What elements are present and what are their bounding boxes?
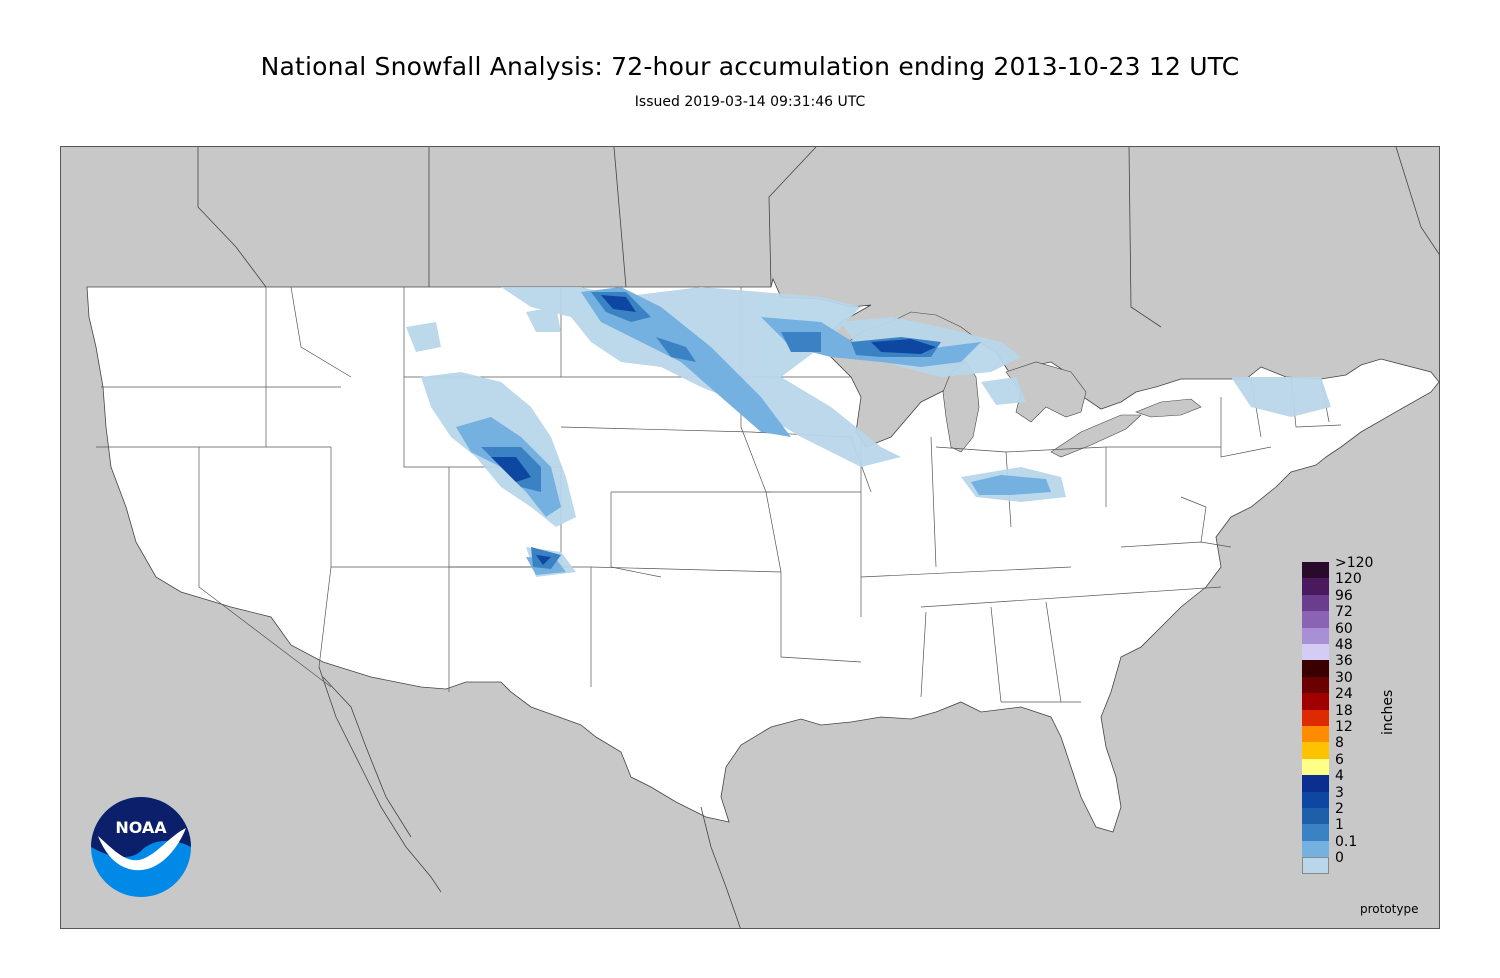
legend-label: 0 [1335, 850, 1344, 867]
legend-swatch [1302, 693, 1329, 710]
legend-swatch [1302, 594, 1329, 612]
legend-entry: 0 [1302, 851, 1392, 874]
legend-label: 120 [1335, 571, 1362, 588]
lake-huron [1005, 361, 1087, 423]
legend-swatch [1302, 840, 1329, 858]
legend-entry: 96 [1302, 589, 1392, 612]
legend-units: inches [1380, 689, 1396, 735]
legend-entry: 36 [1302, 654, 1392, 677]
legend-swatch [1302, 709, 1329, 726]
legend-label: 72 [1335, 604, 1353, 621]
mexico-coastline [318, 666, 741, 928]
legend-entry: 1 [1302, 818, 1392, 841]
legend-entry: 120 [1302, 572, 1392, 595]
lake-erie [1050, 414, 1142, 458]
legend-swatch [1302, 742, 1329, 759]
legend-swatch [1302, 808, 1329, 825]
legend-entry: 72 [1302, 605, 1392, 628]
legend-label: 8 [1335, 735, 1344, 752]
noaa-logo-icon: NOAA [91, 797, 191, 897]
legend-swatch [1302, 758, 1329, 776]
legend-entry: 18 [1302, 704, 1392, 726]
legend-swatch [1302, 726, 1329, 743]
legend-entry: 8 [1302, 736, 1392, 759]
state-borders [96, 286, 1342, 703]
legend-swatch [1302, 611, 1329, 628]
legend-entry: 4 [1302, 769, 1392, 792]
map-canvas [86, 147, 1439, 928]
legend-swatch [1302, 644, 1329, 661]
legend-entry: >120 [1302, 556, 1392, 579]
legend-entry: 24 [1302, 687, 1392, 710]
legend-swatch [1302, 562, 1329, 579]
legend-label: 18 [1335, 702, 1353, 719]
legend-label: 0.1 [1335, 833, 1358, 850]
map-title: National Snowfall Analysis: 72-hour accu… [260, 52, 1240, 81]
legend-entry: 3 [1302, 786, 1392, 808]
legend-entry: 0.1 [1302, 835, 1392, 858]
legend-entry: 6 [1302, 753, 1392, 776]
noaa-logo-text: NOAA [115, 818, 167, 837]
legend-entry: 60 [1302, 622, 1392, 644]
legend-swatch [1302, 775, 1329, 792]
legend-label: >120 [1335, 555, 1374, 571]
legend-label: 36 [1335, 653, 1353, 670]
legend-label: 12 [1335, 719, 1353, 735]
legend-label: 60 [1335, 620, 1353, 637]
legend-entry: 48 [1302, 638, 1392, 661]
legend-label: 6 [1335, 751, 1344, 768]
legend-label: 96 [1335, 587, 1353, 604]
issued-timestamp: Issued 2019-03-14 09:31:46 UTC [634, 94, 866, 110]
legend-label: 48 [1335, 637, 1353, 653]
legend-swatch [1302, 676, 1329, 694]
legend-swatch [1302, 824, 1329, 841]
legend-entry: 30 [1302, 671, 1392, 694]
snowfall-map [60, 146, 1440, 929]
legend-swatch [1302, 578, 1329, 595]
legend-swatch [1302, 627, 1329, 644]
snowfall-very-heavy [491, 295, 936, 565]
canada-borders [197, 147, 1439, 328]
lake-ontario [1135, 398, 1202, 418]
legend-entry: 2 [1302, 802, 1392, 825]
legend-label: 30 [1335, 669, 1353, 686]
legend-swatch [1302, 791, 1329, 808]
legend-label: 24 [1335, 686, 1353, 703]
legend-swatch [1302, 660, 1329, 677]
legend-label: 2 [1335, 801, 1344, 817]
legend-label: 4 [1335, 768, 1344, 785]
legend-label: 3 [1335, 784, 1344, 801]
legend-entry: 12 [1302, 720, 1392, 743]
legend-label: 1 [1335, 817, 1344, 834]
legend-swatch [1302, 857, 1329, 874]
prototype-tag: prototype [1360, 902, 1419, 916]
